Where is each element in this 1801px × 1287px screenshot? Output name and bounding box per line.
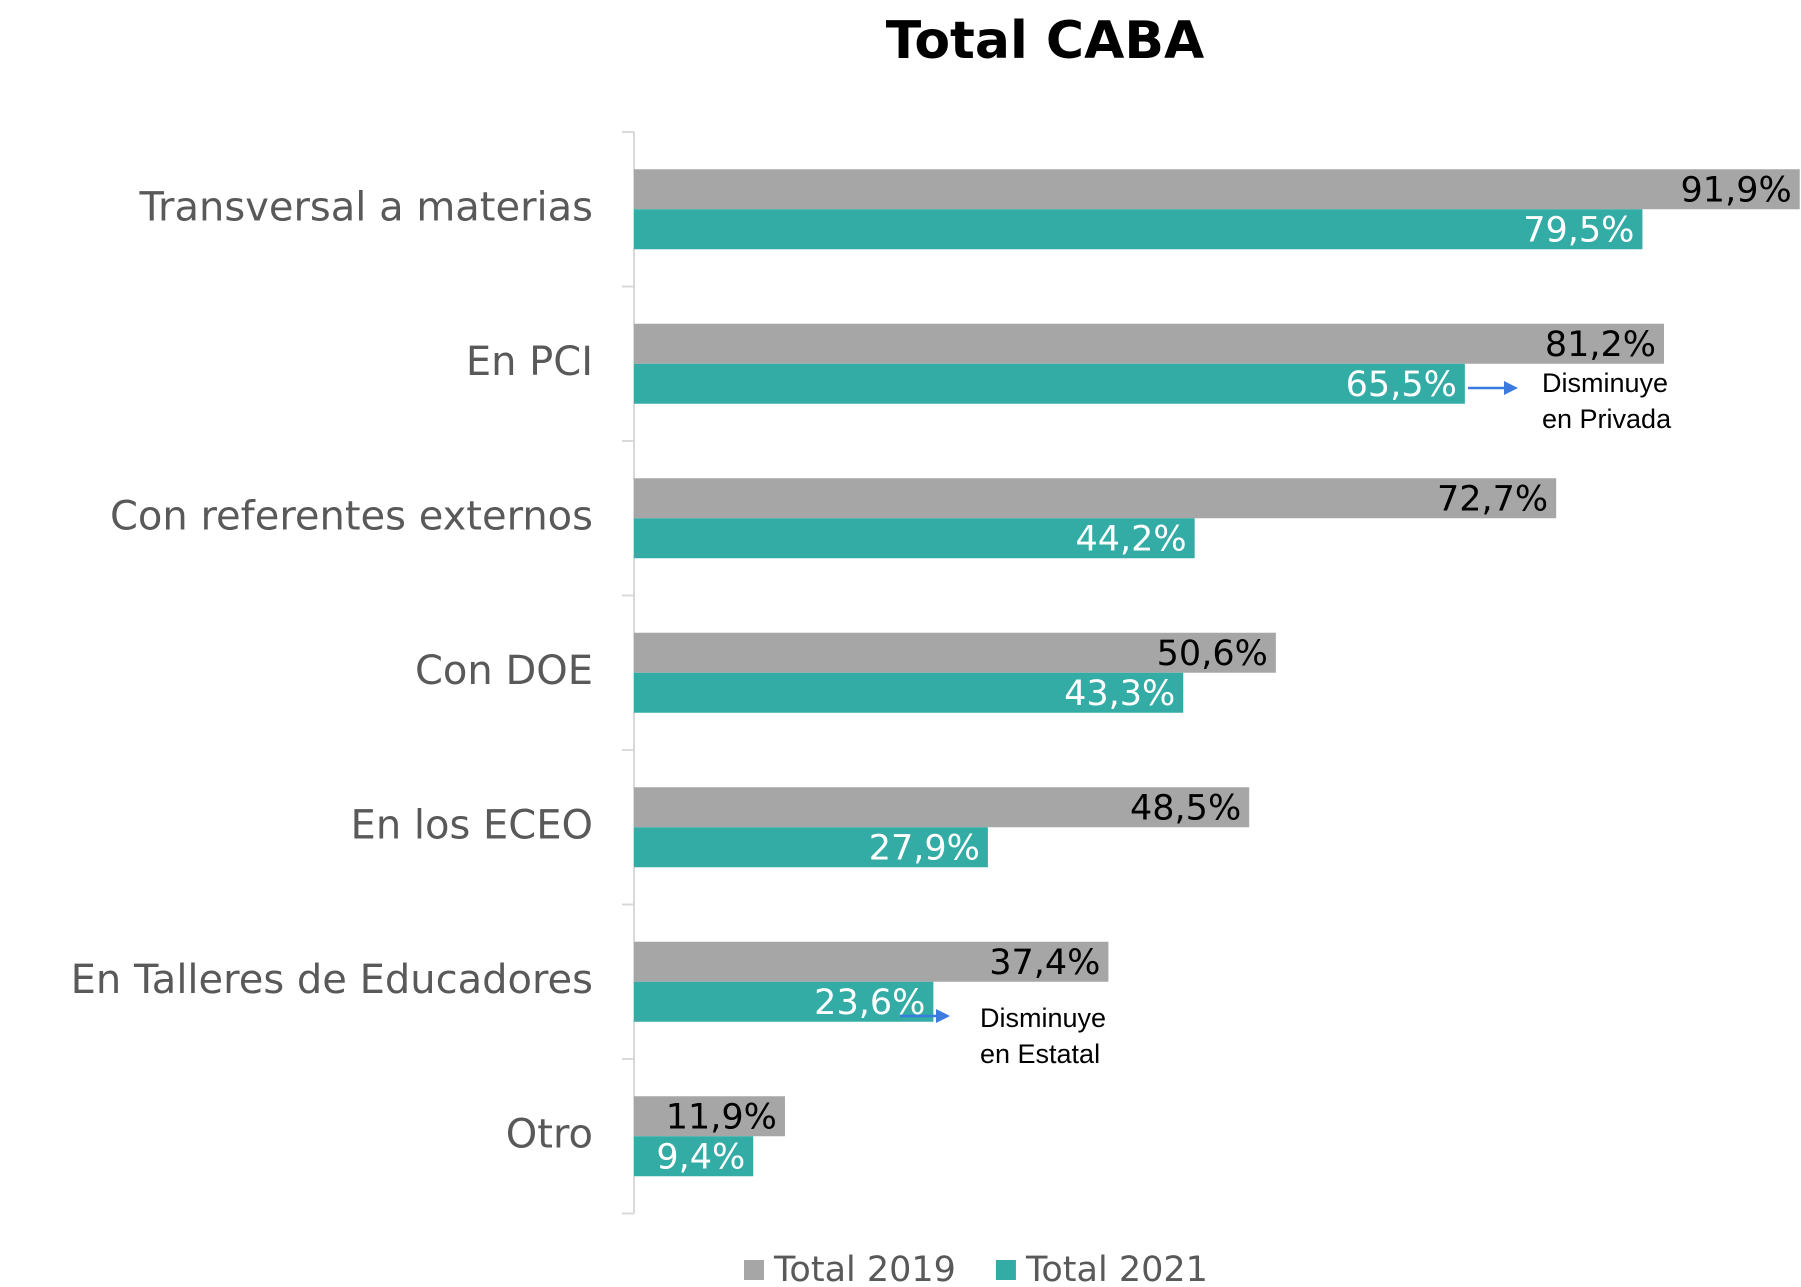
legend-label: Total 2021 [1025, 1250, 1208, 1287]
annotation-arrowhead [1504, 381, 1518, 395]
value-label: 43,3% [1064, 674, 1175, 714]
value-label: 27,9% [869, 828, 980, 868]
bar [634, 323, 1665, 364]
category-label: Con DOE [415, 648, 593, 694]
chart-title: Total CABA [886, 11, 1204, 71]
category-label: En Talleres de Educadores [71, 957, 593, 1003]
value-label: 65,5% [1346, 365, 1457, 405]
bar [634, 518, 1195, 559]
bar [634, 632, 1276, 673]
annotation-text: Disminuye [980, 1003, 1106, 1033]
bar [634, 787, 1250, 828]
value-label: 9,4% [656, 1137, 745, 1177]
value-label: 11,9% [666, 1097, 777, 1137]
category-label: Otro [506, 1111, 593, 1157]
category-label: En PCI [466, 339, 593, 385]
bar [634, 827, 988, 868]
bar [634, 941, 1109, 982]
bar [634, 478, 1557, 519]
legend-swatch [744, 1260, 764, 1280]
value-label: 79,5% [1523, 210, 1634, 250]
value-label: 37,4% [989, 943, 1100, 983]
bar [634, 1096, 785, 1137]
annotation-arrowhead [936, 1009, 950, 1023]
annotation-text: en Estatal [980, 1039, 1100, 1069]
legend-swatch [995, 1260, 1016, 1280]
value-label: 50,6% [1157, 634, 1268, 674]
bar [634, 363, 1465, 404]
value-label: 44,2% [1075, 519, 1186, 559]
bar [634, 672, 1184, 713]
bar [634, 169, 1800, 210]
bar [634, 1136, 754, 1177]
value-label: 48,5% [1130, 788, 1241, 828]
category-label: Transversal a materias [138, 184, 593, 230]
category-label: En los ECEO [351, 802, 593, 848]
legend-label: Total 2019 [773, 1250, 956, 1287]
value-label: 72,7% [1437, 479, 1548, 519]
annotation-text: en Privada [1542, 404, 1672, 434]
category-label: Con referentes externos [110, 493, 593, 539]
bar [634, 209, 1643, 250]
bar [634, 981, 934, 1022]
annotation-text: Disminuye [1542, 368, 1668, 398]
value-label: 81,2% [1545, 325, 1656, 365]
value-label: 91,9% [1681, 170, 1792, 210]
